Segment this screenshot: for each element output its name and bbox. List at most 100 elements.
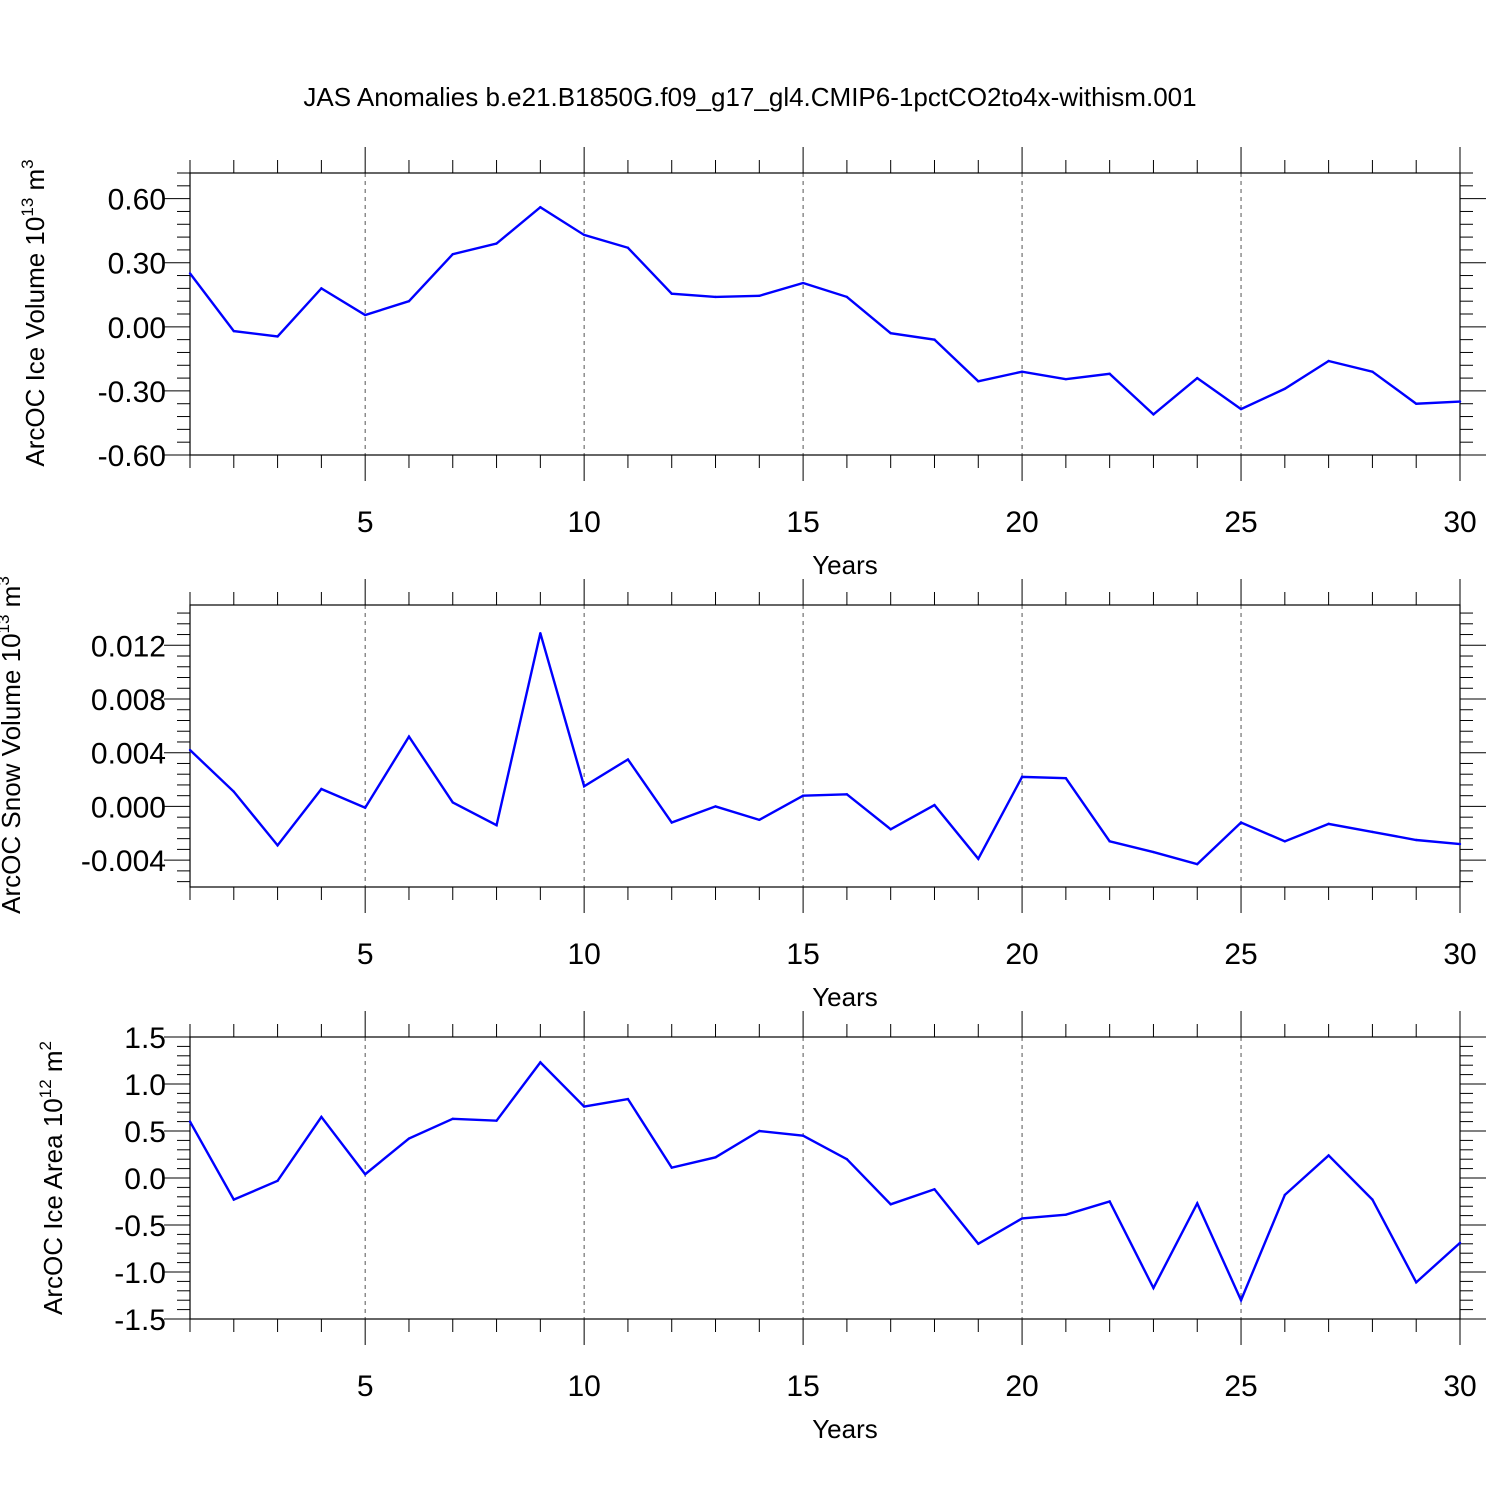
x-tick-label: 10 (567, 1370, 600, 1403)
y-tick-label: 1.5 (124, 1022, 166, 1055)
data-point (495, 1119, 498, 1122)
data-point (188, 1120, 192, 1123)
data-point (1415, 838, 1418, 842)
data-point (933, 803, 936, 807)
data-point (232, 329, 235, 333)
data-point (276, 844, 279, 847)
y-tick-label: -0.5 (114, 1210, 166, 1243)
data-point (670, 821, 673, 824)
x-tick-label: 15 (786, 506, 819, 539)
data-point (845, 793, 849, 796)
panel-1: 5 10 15 20 25 30 0.60 0.30 0.00 -0.30 -0.60 Years Ar… (18, 147, 1486, 580)
data-point (582, 1105, 586, 1108)
data-point (758, 818, 761, 822)
series-line (188, 1060, 1461, 1304)
data-point (714, 1156, 717, 1159)
y-tick-label: 1.0 (124, 1069, 166, 1102)
data-point (758, 294, 761, 298)
data-point (1108, 840, 1111, 843)
data-point (495, 824, 498, 827)
data-point (714, 805, 717, 808)
data-point (1196, 376, 1199, 380)
data-point (626, 1097, 630, 1101)
data-point (801, 1134, 805, 1137)
data-point (363, 313, 367, 317)
data-point (1458, 1241, 1462, 1245)
data-point (1371, 1198, 1374, 1201)
y-tick-label: -0.60 (98, 440, 166, 473)
data-point (889, 828, 892, 831)
data-point (495, 242, 498, 245)
x-tick-label: 30 (1443, 938, 1476, 971)
data-point (1020, 775, 1024, 779)
data-point (933, 338, 936, 341)
data-point (1108, 372, 1111, 376)
x-axis-label: Years (812, 1414, 878, 1444)
data-point (539, 1061, 542, 1064)
chart-panels: 5 10 15 20 25 30 0.60 0.30 0.00 -0.30 -0.60 Years Ar… (0, 147, 1486, 1444)
data-point (451, 801, 454, 804)
data-point (539, 205, 542, 209)
data-point (845, 295, 849, 299)
x-tick-label: 20 (1005, 1370, 1038, 1403)
y-tick-label: 0.008 (91, 684, 166, 717)
data-point (1239, 407, 1243, 411)
x-tick-label: 5 (357, 506, 374, 539)
panel-2: 5 10 15 20 25 30 0.012 0.008 0.004 0.000 -0.004 Yea… (0, 576, 1486, 1012)
data-point (1415, 402, 1418, 405)
x-tick-label: 10 (567, 938, 600, 971)
data-point (188, 748, 192, 752)
x-tick-label: 25 (1224, 1370, 1257, 1403)
data-point (977, 1242, 980, 1246)
y-tick-label: 0.00 (108, 312, 166, 345)
data-point (1239, 821, 1243, 824)
data-point (320, 787, 323, 791)
data-point (582, 233, 586, 237)
series-line (189, 632, 1461, 866)
data-point (1108, 1200, 1111, 1203)
series-line (189, 205, 1461, 417)
x-tick-label: 5 (357, 1370, 374, 1403)
y-axis-label: ArcOC Ice Volume 1013 m3 (18, 159, 50, 466)
data-point (1458, 842, 1462, 846)
data-point (363, 806, 367, 809)
x-tick-label: 15 (786, 1370, 819, 1403)
data-point (1064, 777, 1068, 780)
x-axis-label: Years (812, 982, 878, 1012)
x-tick-label: 20 (1005, 506, 1038, 539)
data-point (1064, 1213, 1068, 1216)
panel-3: 5 10 15 20 25 30 1.5 1.0 0.5 0.0 -0.5 -1.0 -1.5 Years… (36, 1011, 1486, 1444)
data-point (889, 332, 892, 335)
data-point (1283, 387, 1287, 390)
y-tick-label: 0.5 (124, 1116, 166, 1149)
x-axis-label: Years (812, 550, 878, 580)
data-point (407, 1137, 411, 1140)
data-point (276, 1179, 279, 1183)
y-tick-label: 0.30 (108, 248, 166, 281)
data-point (1458, 400, 1462, 403)
data-point (188, 272, 192, 275)
x-tick-label: 30 (1443, 506, 1476, 539)
data-point (1327, 1154, 1330, 1157)
y-tick-label: -0.004 (81, 845, 166, 878)
x-tick-label: 25 (1224, 506, 1257, 539)
data-point (714, 295, 717, 299)
y-tick-label: -0.30 (98, 376, 166, 409)
data-point (1283, 840, 1287, 843)
x-tick-label: 30 (1443, 1370, 1476, 1403)
data-point (933, 1188, 936, 1191)
data-point (670, 292, 673, 295)
y-axis-label: ArcOC Ice Area 1012 m2 (36, 1041, 68, 1315)
x-tick-label: 20 (1005, 938, 1038, 971)
y-tick-label: 0.012 (91, 630, 166, 663)
x-tick-label: 15 (786, 938, 819, 971)
plot-frame (189, 604, 1461, 888)
chart-title: JAS Anomalies b.e21.B1850G.f09_g17_gl4.C… (303, 82, 1196, 112)
data-point (758, 1129, 761, 1133)
x-tick-label: 5 (357, 938, 374, 971)
y-tick-label: 0.000 (91, 791, 166, 824)
plot-frame (189, 172, 1461, 456)
data-point (582, 785, 586, 788)
data-point (451, 1117, 454, 1120)
